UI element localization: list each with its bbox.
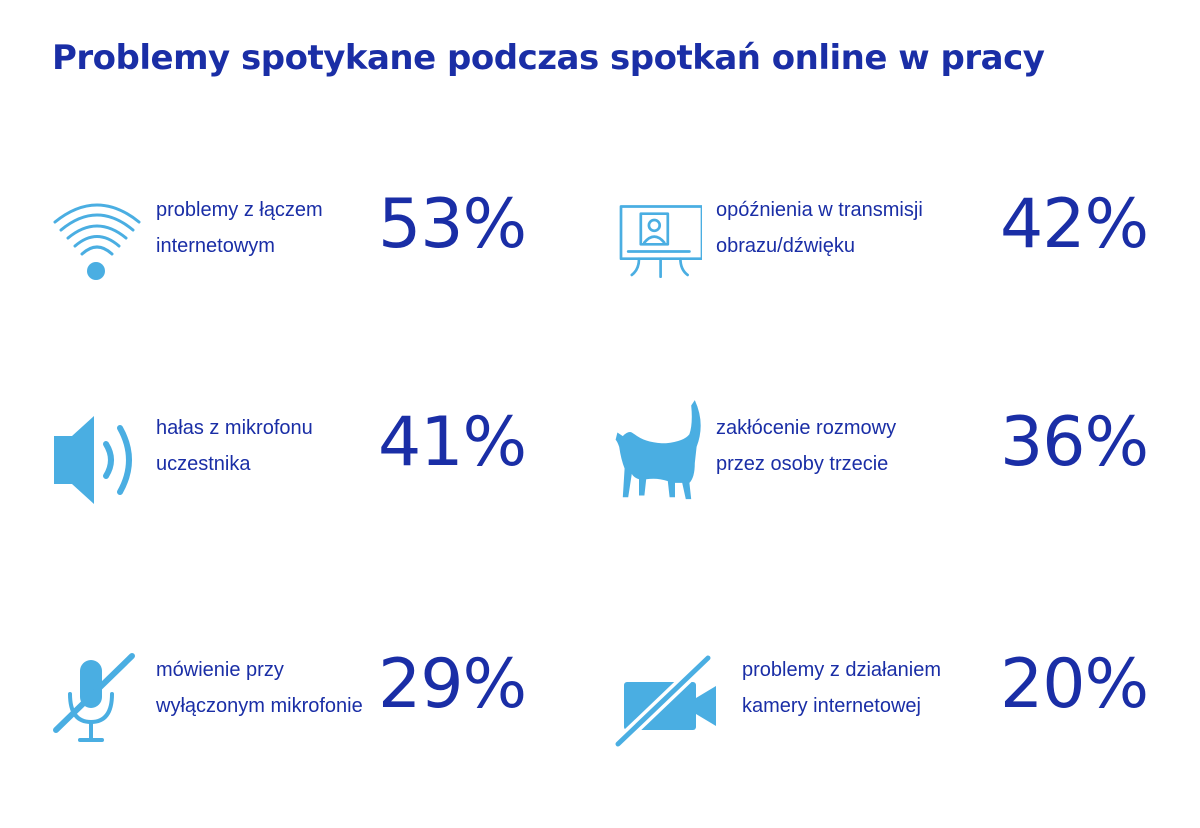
stat-value: 42%: [1000, 185, 1149, 264]
page-title: Problemy spotykane podczas spotkań onlin…: [52, 38, 1045, 78]
stat-value: 41%: [378, 403, 527, 482]
stat-item-camera: problemy z działaniem kamery internetowe…: [612, 645, 1200, 792]
stat-item-muted-mic: mówienie przy wyłączonym mikrofonie 29%: [52, 645, 652, 792]
stat-item-third-persons: zakłócenie rozmowy przez osoby trzecie 3…: [612, 400, 1200, 550]
stat-value: 29%: [378, 645, 527, 724]
stat-label: opóźnienia w transmisji obrazu/dźwięku: [716, 199, 923, 257]
monitor-video-icon: [612, 192, 702, 302]
stat-item-delay: opóźnienia w transmisji obrazu/dźwięku 4…: [612, 185, 1200, 332]
stat-label: mówienie przy wyłączonym mikrofonie: [156, 659, 363, 717]
stat-value: 36%: [1000, 403, 1149, 482]
stat-label: zakłócenie rozmowy przez osoby trzecie: [716, 417, 897, 475]
stat-label: hałas z mikrofonu uczestnika: [156, 417, 313, 475]
stat-value: 20%: [1000, 645, 1149, 724]
stat-value: 53%: [378, 185, 527, 264]
speaker-icon: [52, 410, 142, 520]
stat-label: problemy z działaniem kamery internetowe…: [742, 659, 941, 717]
cat-icon: [612, 390, 702, 520]
stat-item-internet: problemy z łączem internetowym 53%: [52, 185, 652, 332]
muted-microphone-icon: [52, 652, 142, 762]
wifi-icon: [52, 192, 142, 302]
stat-label: problemy z łączem internetowym: [156, 199, 323, 257]
stat-item-noise: hałas z mikrofonu uczestnika 41%: [52, 403, 652, 550]
camera-off-icon: [612, 652, 722, 762]
